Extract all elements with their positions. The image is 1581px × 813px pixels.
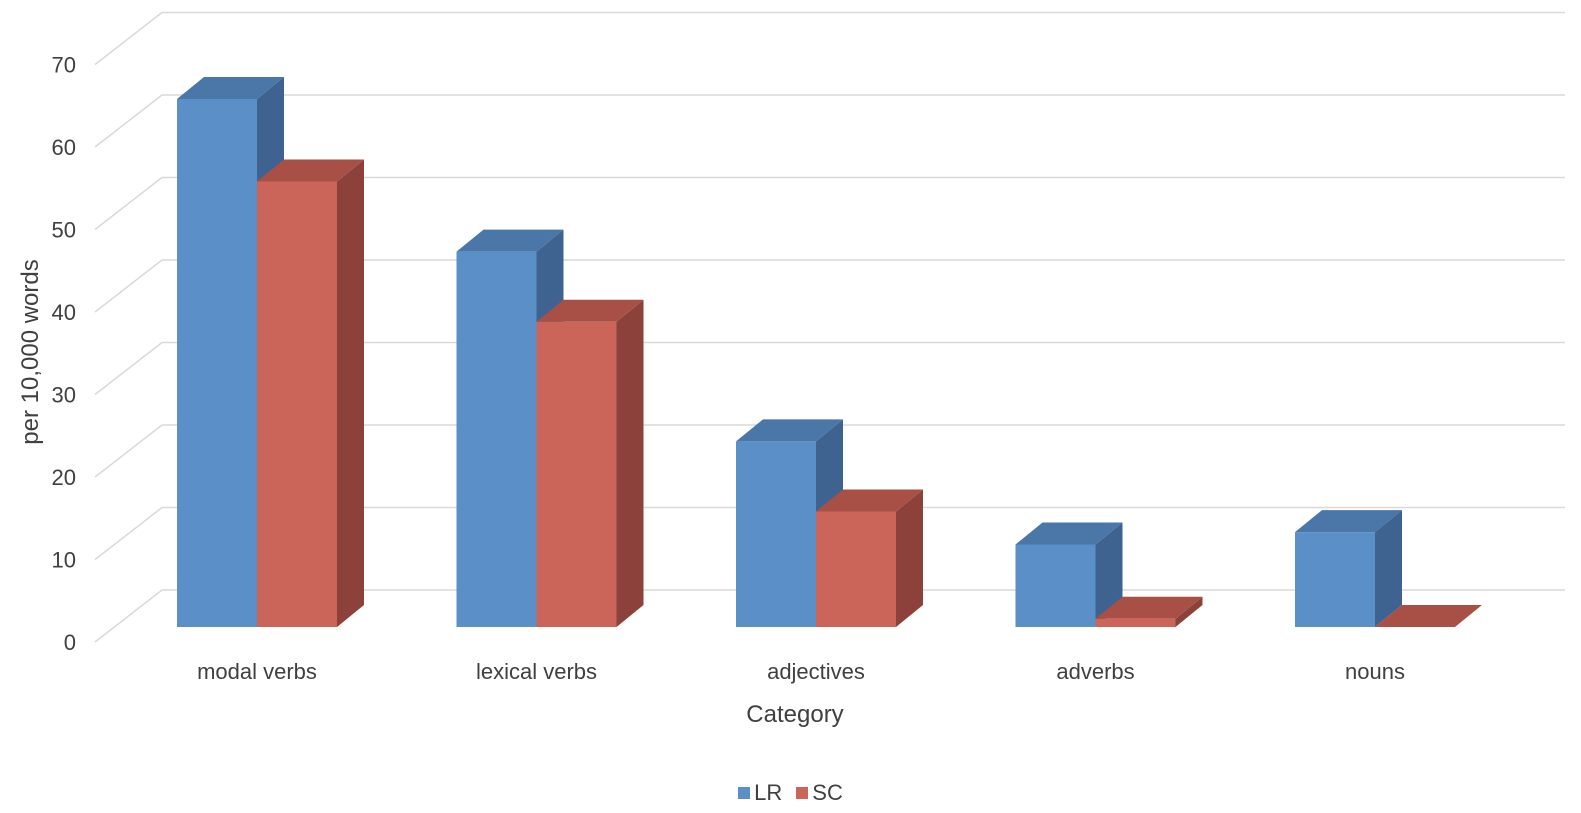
y-tick-label: 60 <box>52 135 76 160</box>
bar-front <box>456 251 537 627</box>
category-labels: modal verbs lexical verbs adjectives adverb… <box>197 659 1405 684</box>
bar-front <box>816 511 896 627</box>
gridline-side <box>94 424 163 478</box>
category-label: adverbs <box>1056 659 1134 684</box>
bar-sc-1 <box>536 299 644 627</box>
y-axis-title: per 10,000 words <box>17 259 44 444</box>
gridline-side <box>94 341 163 396</box>
bar-top <box>257 159 364 182</box>
bar-front <box>257 181 337 627</box>
bar-top <box>456 229 564 252</box>
y-tick-label: 0 <box>64 630 76 655</box>
bar-lr-3 <box>1015 522 1123 627</box>
bar-top <box>816 489 923 512</box>
bar-side <box>337 159 364 627</box>
legend: LR SC <box>0 780 1581 806</box>
bar-top <box>736 419 843 442</box>
y-tick-label: 50 <box>52 218 76 243</box>
bar-side <box>1095 522 1123 627</box>
legend-swatch-lr <box>738 787 751 799</box>
bar-side <box>896 489 923 627</box>
gridline-side <box>94 506 163 561</box>
legend-label-lr: LR <box>754 780 783 805</box>
y-tick-label: 70 <box>52 53 76 78</box>
y-tick-labels: 0 10 20 30 40 50 60 70 <box>52 53 76 656</box>
y-tick-label: 10 <box>52 548 76 573</box>
bar-side <box>1375 510 1402 627</box>
gridline-side <box>94 94 163 148</box>
bar-side <box>1175 596 1203 627</box>
gridline-side <box>94 176 163 231</box>
bar-front <box>536 321 617 627</box>
bar-top <box>177 77 284 99</box>
gridline-side <box>94 11 163 66</box>
y-tick-label: 30 <box>52 383 76 408</box>
bar-top <box>1295 510 1402 533</box>
bar-lr-4 <box>1295 510 1402 627</box>
bar-sc-0 <box>257 159 364 627</box>
legend-item-sc: SC <box>796 780 843 806</box>
bar-front <box>1095 618 1176 627</box>
bar-sc-4 <box>1375 605 1482 627</box>
bar-top <box>536 299 644 322</box>
bar-front <box>1295 532 1375 627</box>
legend-label-sc: SC <box>812 780 843 805</box>
bar-front <box>1015 544 1096 627</box>
legend-swatch-sc <box>796 787 809 799</box>
bar-front <box>736 441 816 627</box>
y-tick-label: 40 <box>52 300 76 325</box>
category-label: modal verbs <box>197 659 317 684</box>
bar-top <box>1375 605 1482 627</box>
bar-sc-3 <box>1095 596 1203 627</box>
bar-top <box>1015 522 1123 545</box>
bar-top <box>1095 596 1203 619</box>
bar-front <box>177 99 257 627</box>
bars <box>177 77 1482 627</box>
category-label: nouns <box>1345 659 1405 684</box>
category-label: lexical verbs <box>476 659 597 684</box>
category-label: adjectives <box>767 659 865 684</box>
gridline-side <box>94 259 163 313</box>
legend-item-lr: LR <box>738 780 782 806</box>
gridline-side <box>94 589 163 643</box>
bar-side <box>616 299 644 627</box>
gridlines <box>94 11 1565 643</box>
bar-sc-2 <box>816 489 923 627</box>
x-axis-title: Category <box>746 701 843 728</box>
y-tick-label: 20 <box>52 465 76 490</box>
